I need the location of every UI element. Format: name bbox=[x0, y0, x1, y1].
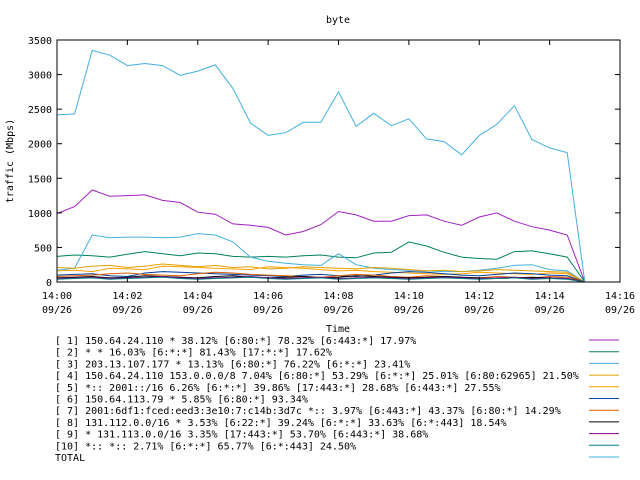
y-ticks: 0 500 1000 1500 2000 2500 3000 3500 bbox=[28, 36, 620, 289]
y-tick-label: 3000 bbox=[28, 71, 52, 82]
series-line-5 bbox=[56, 265, 586, 283]
legend: [ 1] 150.64.24.110 * 38.12% [6:80:*] 78.… bbox=[55, 336, 619, 464]
x-tick-date-label: 09/26 bbox=[42, 305, 72, 316]
x-tick-date-label: 09/26 bbox=[464, 305, 494, 316]
x-tick-time-label: 14:06 bbox=[253, 291, 283, 302]
legend-label: [10] *:: *:: 2.71% [6:*:*] 65.77% [6:*:4… bbox=[55, 441, 356, 452]
legend-label: [ 8] 131.112.0.0/16 * 3.53% [6:22:*] 39.… bbox=[55, 418, 507, 429]
x-tick-time-label: 14:00 bbox=[42, 291, 72, 302]
x-tick-date-label: 09/26 bbox=[394, 305, 424, 316]
y-tick-label: 2500 bbox=[28, 105, 52, 116]
series-line-11 bbox=[56, 49, 586, 283]
y-tick-label: 500 bbox=[34, 243, 52, 254]
series-line-3 bbox=[56, 233, 586, 283]
legend-label: [ 6] 150.64.113.79 * 5.85% [6:80:*] 93.3… bbox=[55, 395, 308, 406]
x-tick-time-label: 14:08 bbox=[323, 291, 353, 302]
y-tick-label: 1500 bbox=[28, 174, 52, 185]
legend-label: [ 9] * 131.113.0.0/16 3.35% [17:443:*] 5… bbox=[55, 430, 428, 441]
series-line-6 bbox=[56, 271, 585, 283]
legend-label: [ 2] * * 16.03% [6:*:*] 81.43% [17:*:*] … bbox=[55, 348, 332, 359]
series-line-1 bbox=[56, 189, 586, 283]
series-line-9 bbox=[56, 275, 585, 283]
y-tick-label: 0 bbox=[46, 278, 52, 289]
y-tick-label: 2000 bbox=[28, 140, 52, 151]
x-tick-time-label: 14:10 bbox=[394, 291, 424, 302]
series-line-4 bbox=[56, 263, 586, 283]
x-tick-date-label: 09/26 bbox=[535, 305, 565, 316]
x-tick-time-label: 14:04 bbox=[183, 291, 213, 302]
x-tick-time-label: 14:12 bbox=[464, 291, 494, 302]
legend-label: [ 7] 2001:6df1:fced:eed3:3e10:7:c14b:3d7… bbox=[55, 406, 561, 417]
legend-label: [ 4] 150.64.24.110 153.0.0.0/8 7.04% [6:… bbox=[55, 371, 579, 382]
x-tick-date-label: 09/26 bbox=[112, 305, 142, 316]
legend-label: [ 1] 150.64.24.110 * 38.12% [6:80:*] 78.… bbox=[55, 336, 416, 347]
x-axis-label: Time bbox=[326, 324, 350, 335]
y-axis-label: traffic (Mbps) bbox=[5, 119, 16, 203]
x-tick-date-label: 09/26 bbox=[605, 305, 635, 316]
legend-label: [ 3] 203.13.107.177 * 13.13% [6:80:*] 76… bbox=[55, 359, 410, 370]
x-tick-time-label: 14:14 bbox=[535, 291, 565, 302]
series-line-10 bbox=[56, 276, 585, 283]
plot-frame bbox=[56, 39, 621, 283]
x-tick-date-label: 09/26 bbox=[323, 305, 353, 316]
x-tick-date-label: 09/26 bbox=[253, 305, 283, 316]
series-line-2 bbox=[56, 241, 586, 283]
x-tick-time-label: 14:16 bbox=[605, 291, 635, 302]
legend-label: TOTAL bbox=[55, 453, 85, 464]
x-tick-date-label: 09/26 bbox=[183, 305, 213, 316]
x-tick-time-label: 14:02 bbox=[112, 291, 142, 302]
legend-label: [ 5] *:: 2001::/16 6.26% [6:*:*] 39.86% … bbox=[55, 383, 501, 394]
y-tick-label: 3500 bbox=[28, 36, 52, 47]
y-tick-label: 1000 bbox=[28, 209, 52, 220]
x-ticks: 14:00 09/26 14:02 09/26 14:04 09/26 14:06 09/26… bbox=[42, 40, 635, 316]
series-lines bbox=[56, 49, 586, 283]
chart-title: byte bbox=[326, 15, 350, 26]
